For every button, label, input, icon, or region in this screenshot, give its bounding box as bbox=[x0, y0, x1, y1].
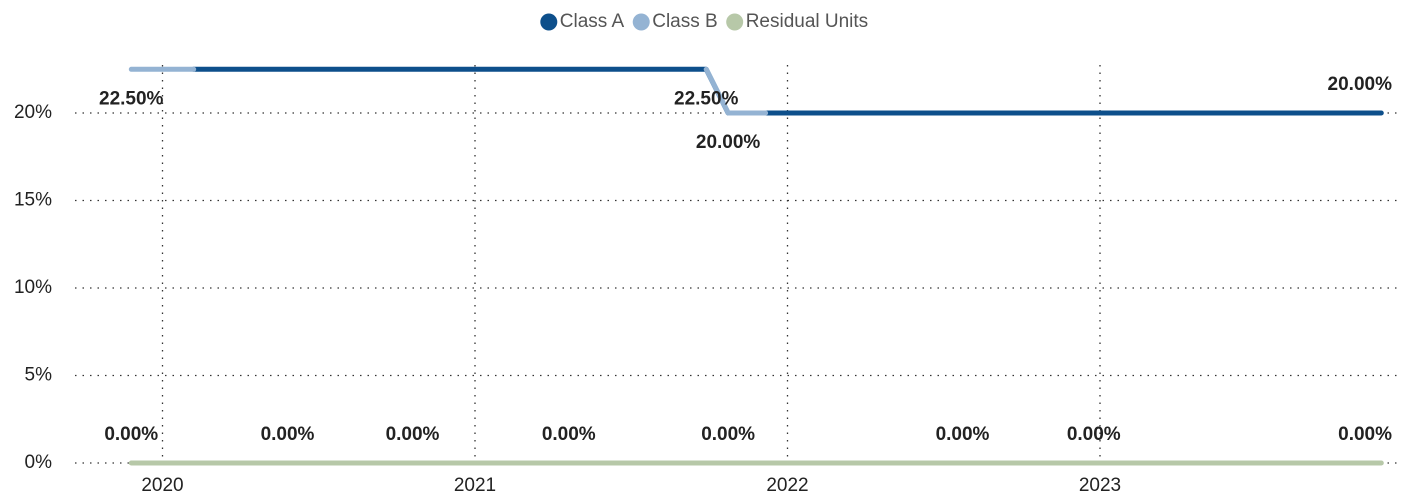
y-tick-label: 15% bbox=[14, 190, 52, 211]
data-label: 22.50% bbox=[99, 88, 164, 109]
data-label: 0.00% bbox=[542, 424, 596, 445]
legend-label: Class A bbox=[560, 11, 625, 32]
legend-marker bbox=[726, 13, 744, 31]
series-line bbox=[128, 66, 769, 116]
x-tick-label: 2022 bbox=[766, 475, 808, 496]
y-tick-label: 0% bbox=[25, 452, 53, 473]
legend-label: Residual Units bbox=[746, 11, 869, 32]
data-label: 0.00% bbox=[701, 424, 755, 445]
data-label: 0.00% bbox=[936, 424, 990, 445]
data-label: 22.50% bbox=[674, 88, 739, 109]
legend-label: Class B bbox=[652, 11, 717, 32]
data-label: 0.00% bbox=[104, 424, 158, 445]
x-tick-label: 2021 bbox=[454, 475, 496, 496]
data-label: 20.00% bbox=[696, 132, 761, 153]
y-tick-label: 20% bbox=[14, 102, 52, 123]
y-tick-label: 5% bbox=[25, 365, 53, 386]
legend-marker bbox=[632, 13, 650, 31]
x-tick-label: 2020 bbox=[141, 475, 183, 496]
data-label: 0.00% bbox=[1338, 424, 1392, 445]
data-label: 20.00% bbox=[1328, 74, 1393, 95]
legend-marker bbox=[540, 13, 558, 31]
data-label: 0.00% bbox=[261, 424, 315, 445]
data-label: 0.00% bbox=[386, 424, 440, 445]
series-line bbox=[191, 66, 1384, 116]
x-tick-label: 2023 bbox=[1079, 475, 1121, 496]
data-label: 0.00% bbox=[1067, 424, 1121, 445]
y-tick-label: 10% bbox=[14, 277, 52, 298]
